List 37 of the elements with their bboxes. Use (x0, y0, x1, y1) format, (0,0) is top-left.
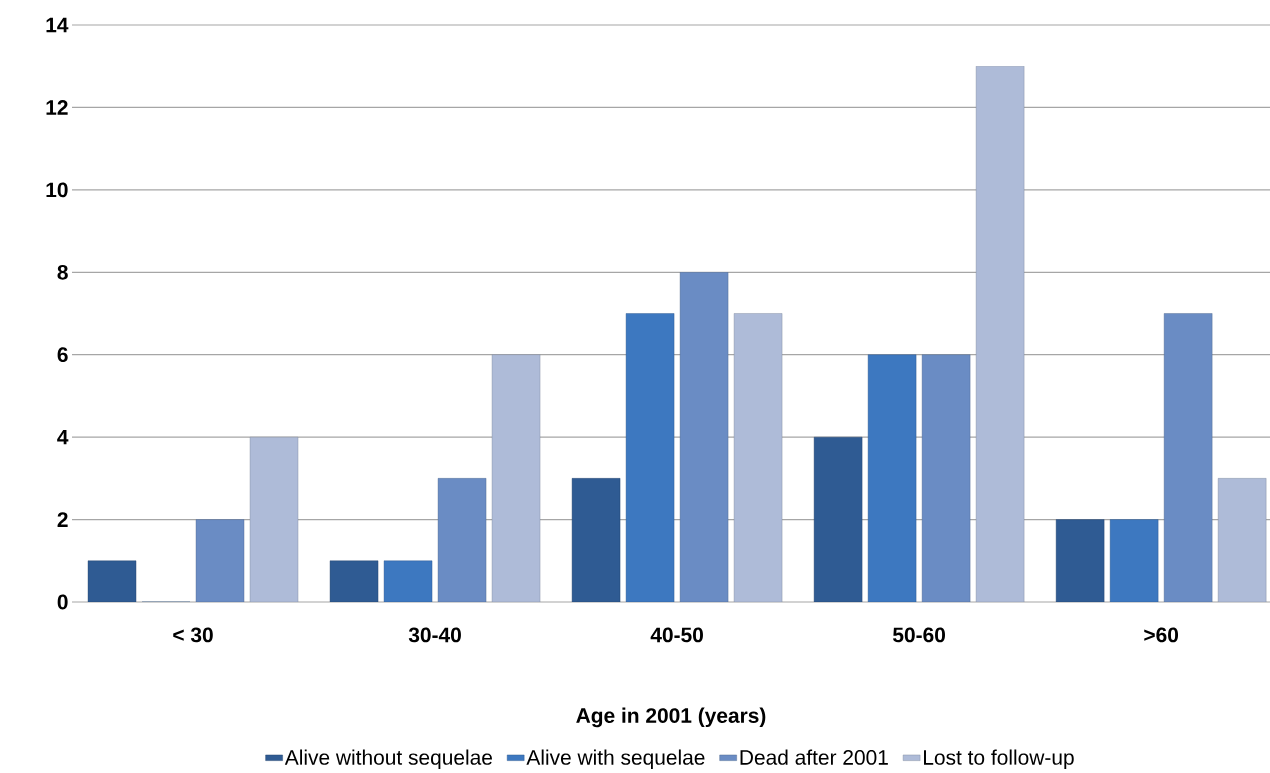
bar (491, 354, 541, 602)
x-axis-title: Age in 2001 (years) (576, 707, 766, 728)
x-tick-label: 50-60 (892, 627, 945, 643)
y-tick-label: 12 (46, 100, 68, 115)
x-tick-label: 40-50 (650, 627, 703, 643)
bar (437, 478, 487, 602)
bar (249, 436, 299, 602)
bar (975, 66, 1025, 602)
bar (1163, 313, 1213, 602)
x-tick-label: 30-40 (408, 627, 461, 643)
bar (571, 478, 621, 602)
legend-label: Alive with sequelae (526, 749, 705, 769)
y-tick-label: 8 (57, 264, 68, 280)
bar (733, 313, 783, 602)
bar (921, 354, 971, 602)
y-tick-label: 10 (46, 182, 68, 198)
y-tick-label: 2 (57, 512, 68, 527)
legend-label: Alive without sequelae (284, 749, 492, 769)
legend-label: Dead after 2001 (740, 749, 888, 765)
bar (1217, 478, 1267, 602)
bar (1055, 519, 1105, 602)
bar (679, 272, 729, 602)
y-tick-label: 0 (57, 594, 68, 610)
x-tick-label: >60 (1144, 627, 1179, 643)
bar (195, 519, 245, 602)
y-tick-label: 14 (46, 17, 69, 33)
legend-label: Lost to follow-up (924, 749, 1074, 769)
y-tick-label: 4 (57, 429, 69, 445)
bar (625, 313, 675, 602)
x-tick-label: < 30 (173, 627, 213, 643)
bar (1109, 519, 1159, 602)
bar (867, 354, 917, 602)
bar (813, 436, 863, 602)
bar (329, 560, 379, 602)
bar (383, 560, 433, 602)
bar (87, 560, 137, 602)
y-tick-label: 6 (57, 347, 68, 363)
